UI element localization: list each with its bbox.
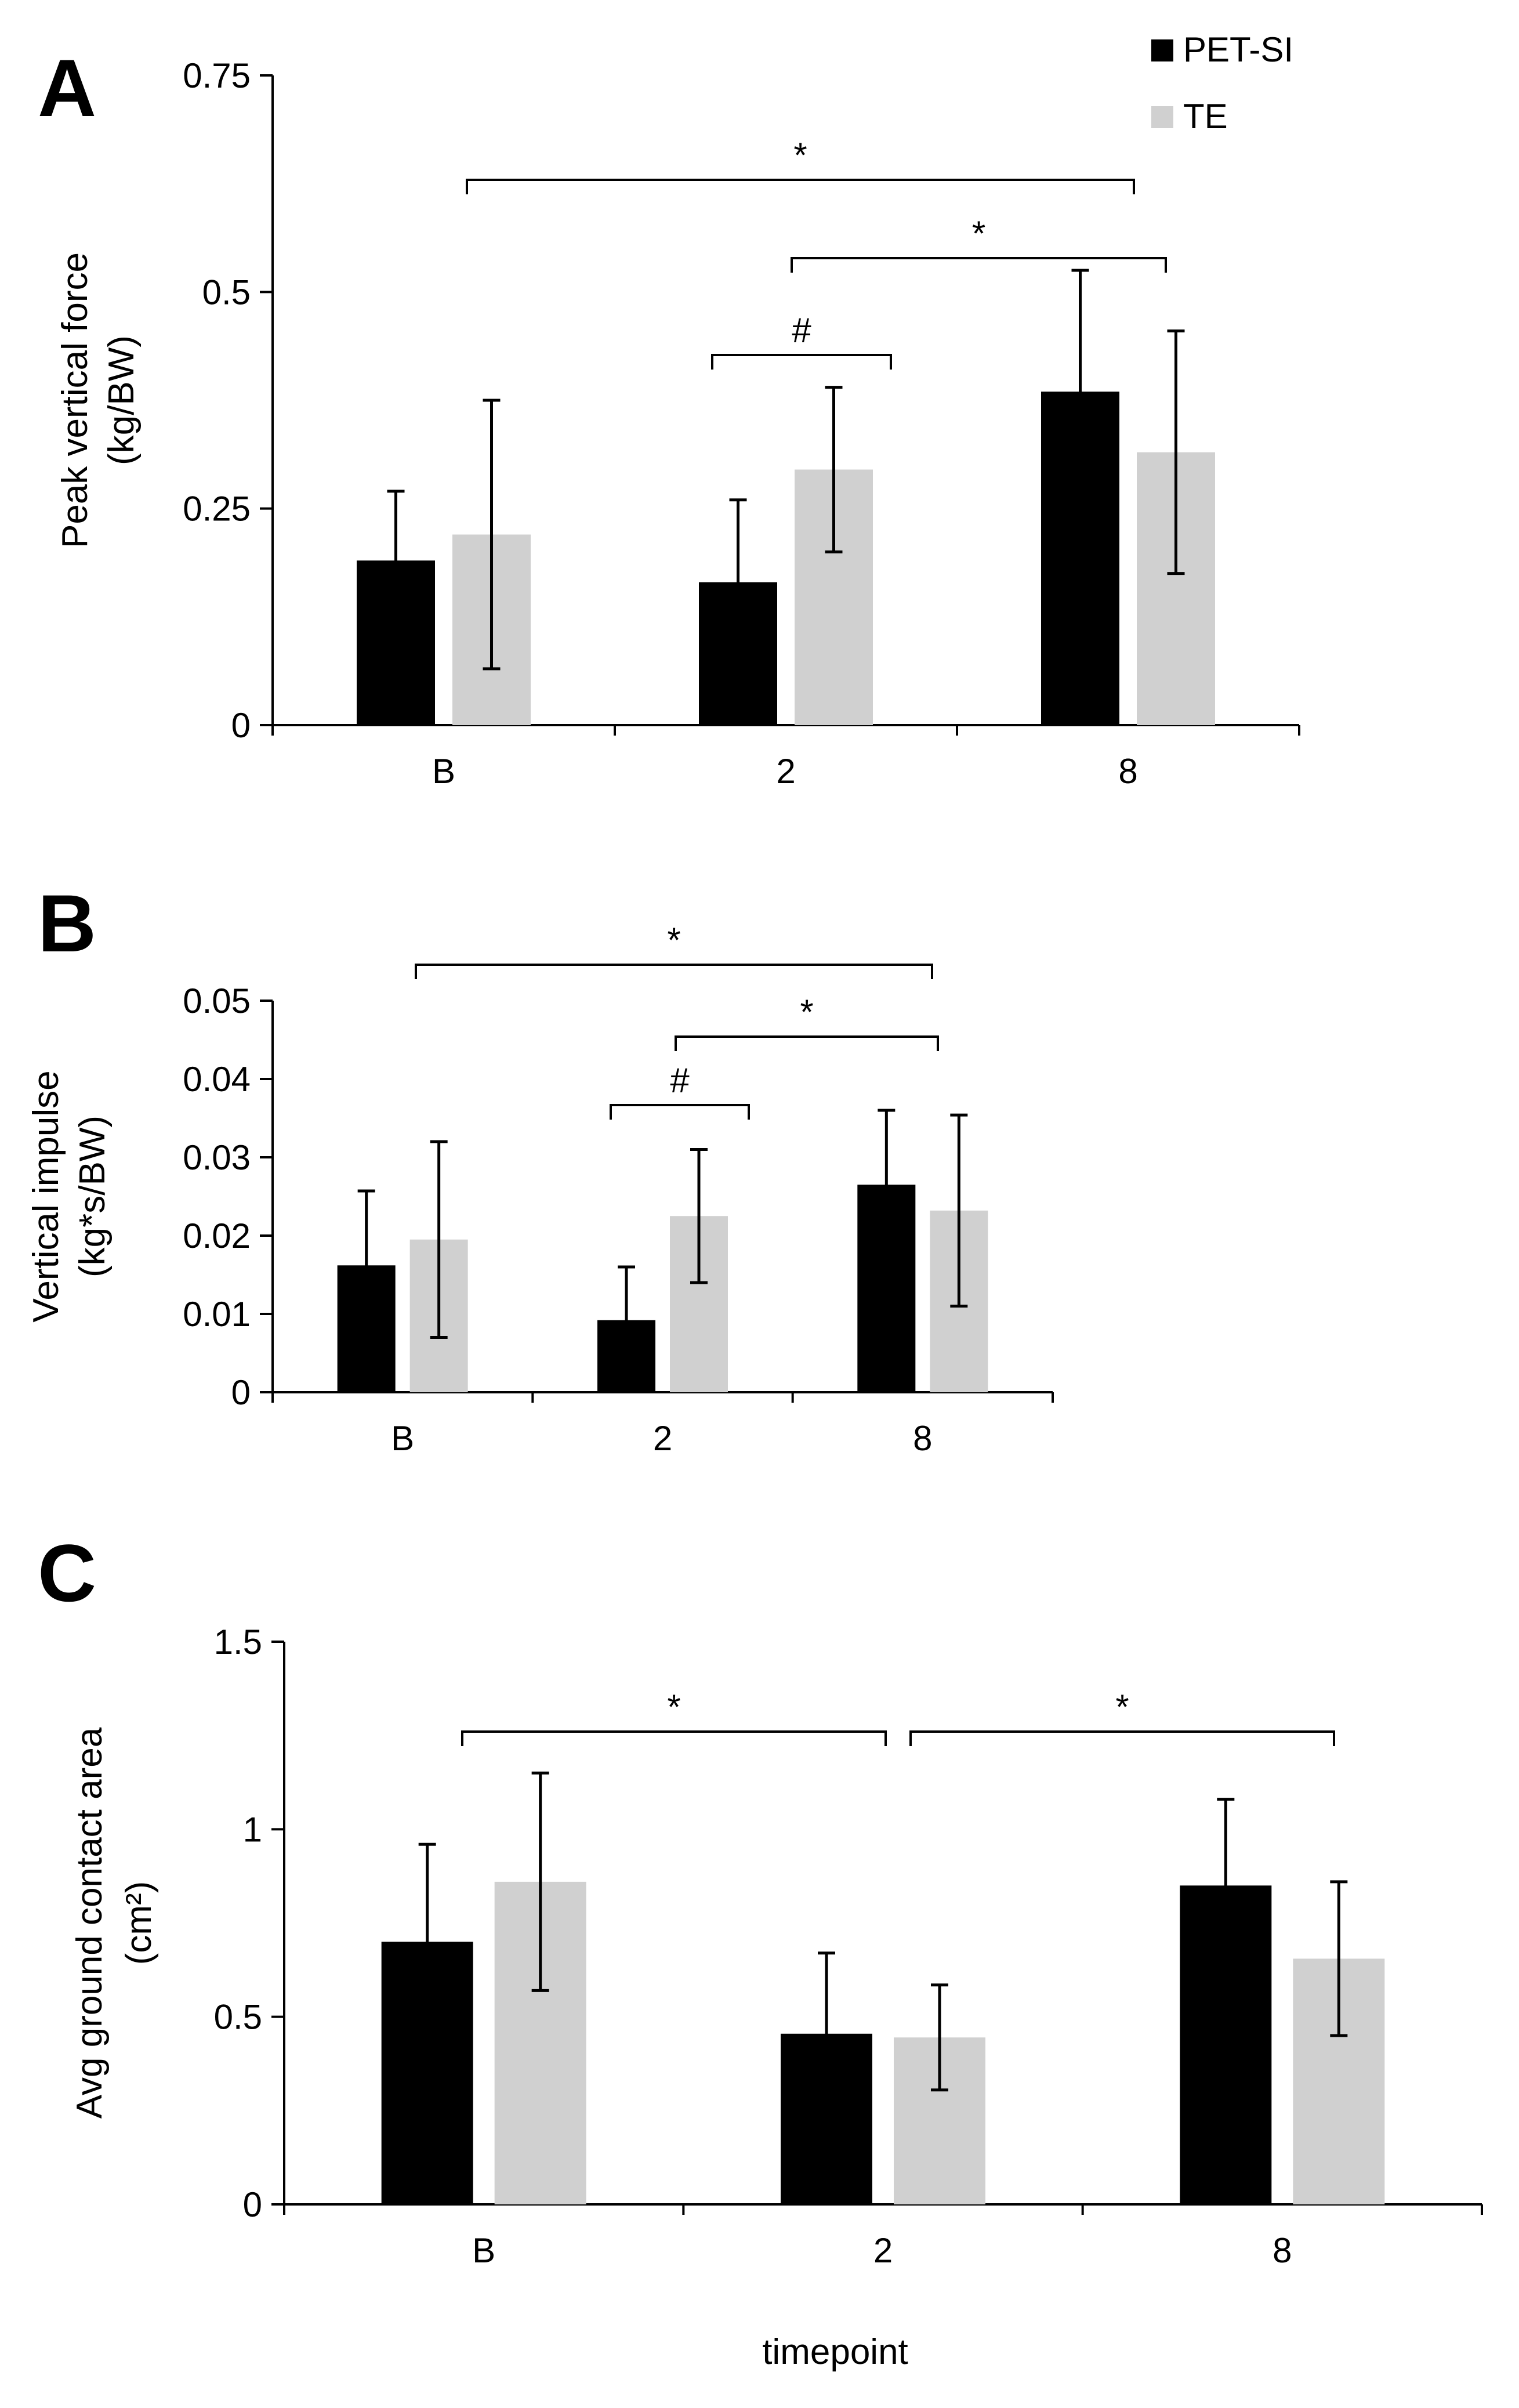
significance-label: # [792, 311, 811, 350]
y-tick-label: 0.01 [183, 1295, 251, 1334]
panel-letter-b: B [38, 878, 96, 969]
y-tick-label: 1.5 [214, 1623, 262, 1661]
panel-c: C 0 0.5 1 1.5 B 2 8 Avg ground contact area (cm²)… [38, 1527, 1483, 2270]
y-tick-label: 0 [231, 1373, 251, 1412]
significance-label: * [793, 136, 807, 175]
panel-letter-c: C [38, 1527, 96, 1618]
x-tick-label-8: 8 [1118, 752, 1137, 791]
x-tick-label-b: B [432, 752, 455, 791]
y-tick-label: 0.03 [183, 1138, 251, 1177]
y-tick-label: 0.5 [214, 1998, 262, 2037]
significance-bracket-b-8 [466, 179, 1135, 194]
panel-b: B 0 0.01 0.02 0.03 0.04 0.05 B 2 8 Vertical impuls… [26, 878, 1054, 1458]
legend-swatch-te [1151, 106, 1173, 128]
legend: PET-SI TE [1151, 30, 1293, 136]
y-tick-label: 0.02 [183, 1216, 251, 1255]
significance-bracket-2-8 [675, 1035, 939, 1051]
y-tick-label: 0.25 [183, 490, 251, 528]
significance-label: # [670, 1061, 690, 1100]
significance-label: * [667, 921, 680, 959]
x-tick-label-2: 2 [653, 1419, 672, 1458]
significance-label: * [1115, 1688, 1129, 1726]
x-tick-label-b: B [391, 1419, 414, 1458]
x-tick-label-8: 8 [1273, 2231, 1292, 2270]
legend-label-te: TE [1183, 97, 1228, 136]
y-axis-title-line-2: (kg/BW) [101, 335, 142, 465]
y-tick-label: 0 [243, 2185, 262, 2224]
y-tick-label: 0.05 [183, 982, 251, 1020]
y-axis-title-line-1: Vertical impulse [26, 1070, 66, 1322]
significance-bracket-2-8 [909, 1730, 1335, 1746]
panel-a: A 0 0.25 0.5 0.75 B 2 8 Peak vertical force (kg/B… [38, 42, 1300, 791]
panel-letter-a: A [38, 42, 96, 133]
y-tick-label: 0.5 [202, 273, 251, 312]
y-axis-title-line-1: Avg ground contact area [70, 1727, 110, 2119]
significance-bracket-2-8 [791, 257, 1167, 273]
x-tick-label-8: 8 [913, 1419, 932, 1458]
significance-bracket-b-2 [461, 1730, 887, 1746]
y-axis-title-line-2: (cm²) [119, 1881, 159, 1965]
legend-label-pet-si: PET-SI [1183, 30, 1293, 69]
chart-layer: A 0 0.25 0.5 0.75 B 2 8 Peak vertical force (kg/B… [26, 42, 1483, 2270]
significance-label: * [800, 993, 813, 1031]
y-tick-label: 0 [231, 706, 251, 745]
x-tick-label-b: B [472, 2231, 495, 2270]
significance-label: * [972, 214, 985, 253]
significance-bracket-2-2 [711, 354, 892, 370]
x-tick-label-2: 2 [776, 752, 795, 791]
legend-swatch-pet-si [1151, 39, 1173, 61]
x-tick-label-2: 2 [873, 2231, 893, 2270]
y-axis-title-line-1: Peak vertical force [55, 252, 95, 548]
y-tick-label: 1 [243, 1810, 262, 1849]
y-axis-title-line-2: (kg*s/BW) [72, 1116, 113, 1277]
significance-label: * [667, 1688, 680, 1726]
significance-bracket-2-2 [610, 1104, 750, 1120]
y-tick-label: 0.04 [183, 1060, 251, 1099]
significance-bracket-b-8 [415, 964, 933, 979]
x-axis-label: timepoint [762, 2332, 908, 2372]
y-tick-label: 0.75 [183, 56, 251, 95]
